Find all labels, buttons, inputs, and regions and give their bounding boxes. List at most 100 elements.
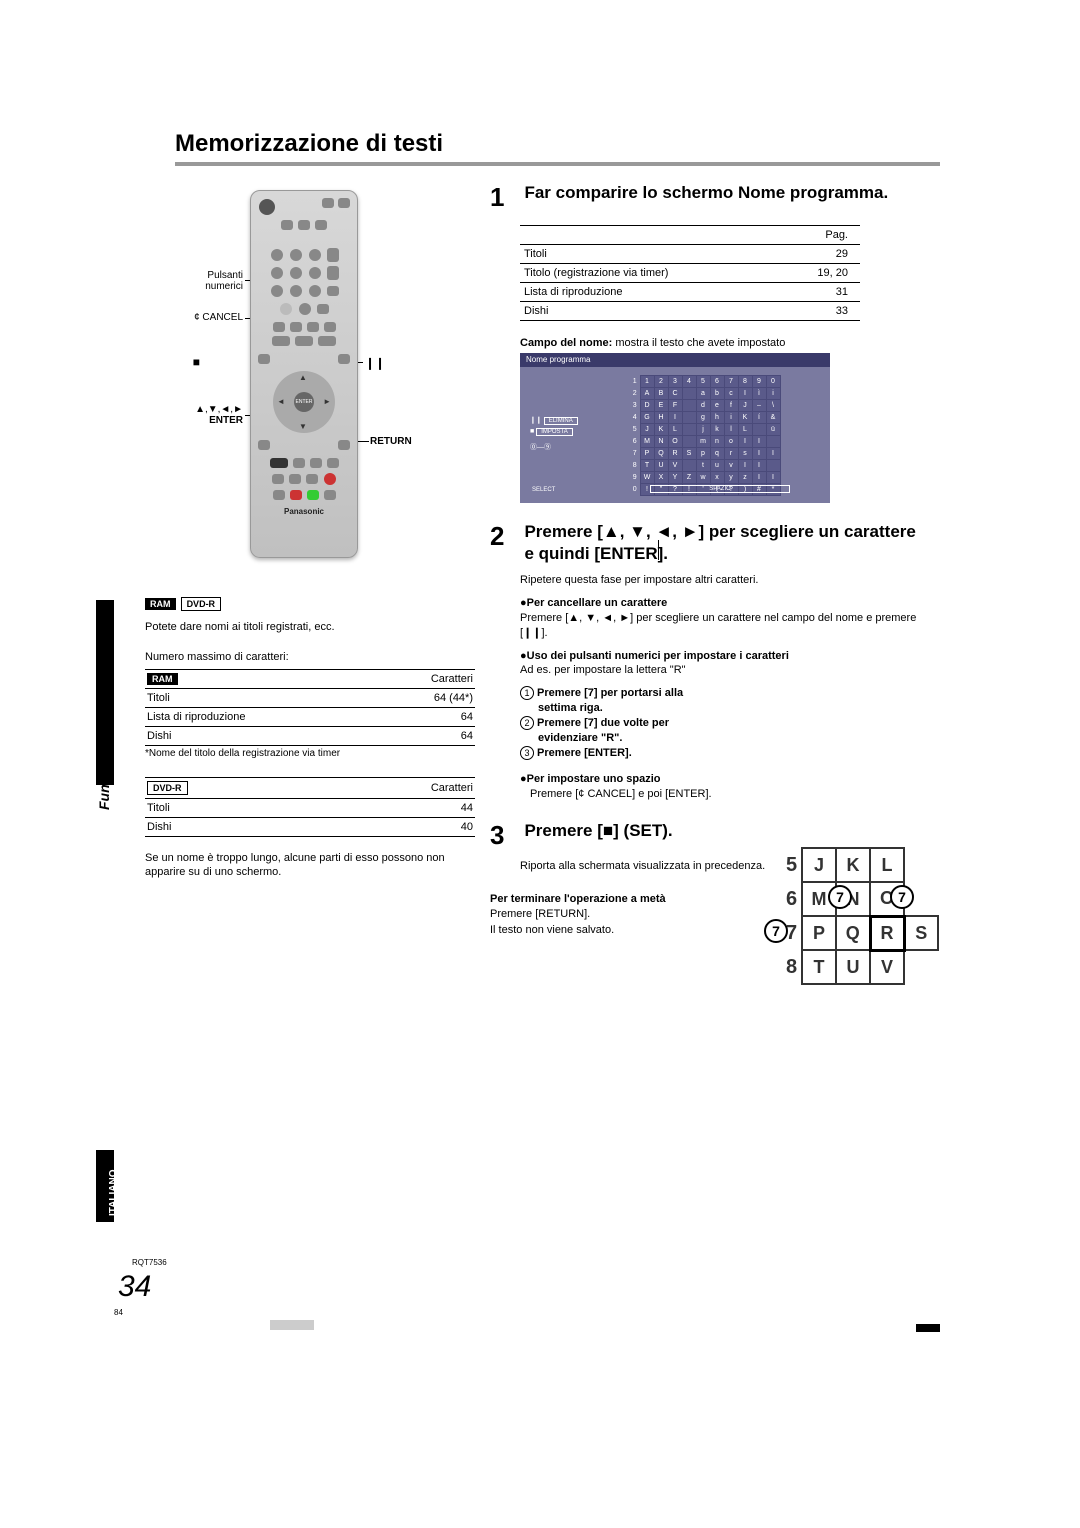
dvdr-table: DVD-RCaratteri Titoli44 Dishi40 (145, 777, 475, 837)
step-1-title: Far comparire lo schermo Nome programma. (524, 182, 924, 204)
ram-r2-v: 64 (372, 708, 475, 727)
badge-dvdr: DVD-R (181, 597, 222, 611)
pag-hdr: Pag. (780, 226, 860, 245)
label-cancel: ¢ CANCEL (148, 312, 243, 323)
num-9-icon (309, 285, 321, 297)
show-icon (327, 286, 339, 296)
ch-dn-icon (327, 266, 339, 280)
kp-V: V (870, 950, 904, 984)
kp-L: L (870, 848, 904, 882)
tv-button-icon (322, 198, 334, 208)
step-2-numeric: ●Uso dei pulsanti numerici per impostare… (520, 649, 940, 679)
aux-btn (298, 220, 310, 230)
audio-icon (324, 490, 336, 500)
dpad-icon: ▲ ▼ ◄ ► ENTER (273, 371, 335, 433)
step-1: 1 Far comparire lo schermo Nome programm… (490, 182, 940, 503)
osd-pointer (658, 540, 659, 560)
kp-5n: 5 (782, 848, 802, 882)
enter-button-icon: ENTER (294, 392, 314, 412)
pr-r1-v: 29 (780, 245, 860, 264)
label-pulsanti: Pulsanti numerici (148, 270, 243, 292)
timeslip-icon (327, 458, 339, 468)
cancel-button-icon (280, 303, 292, 315)
campo-bold: Campo del nome: (520, 337, 612, 349)
circled-7-b: 7 (890, 885, 914, 909)
label-stop-sym: ■ (148, 355, 200, 369)
power-button-icon (259, 199, 275, 215)
input-icon (317, 304, 329, 314)
osd-elimina: ELIMINA (544, 417, 578, 425)
play-button-icon (318, 336, 336, 346)
osd-imposta: IMPOSTA (536, 428, 573, 436)
ram-r3-v: 64 (372, 727, 475, 746)
rec-button-icon (324, 473, 336, 485)
label-enter-text: ENTER (209, 415, 243, 426)
footer-black-bar (916, 1324, 940, 1332)
extlink-icon (273, 490, 285, 500)
step-2-title: Premere [▲, ▼, ◄, ►] per scegliere un ca… (524, 521, 924, 565)
footer-gray-bar (270, 1320, 314, 1330)
label-pulsanti-1: Pulsanti (207, 270, 243, 281)
s2-step2a: Premere [7] due volte per (537, 717, 669, 729)
space-bold: ●Per impostare uno spazio (520, 772, 940, 787)
num-4-icon (271, 267, 283, 279)
page-ref-table: Pag. Titoli29 Titolo (registrazione via … (520, 225, 860, 321)
title-underline (175, 162, 940, 166)
s2-step1b: settima riga. (538, 702, 603, 714)
pause-button-icon (295, 336, 313, 346)
dvdr-r1-v: 44 (311, 799, 475, 818)
slow-back-icon (307, 322, 319, 332)
skip-back-icon (273, 322, 285, 332)
pr-r3-l: Lista di riproduzione (520, 283, 780, 302)
pr-r4-l: Dishi (520, 302, 780, 321)
page-title: Memorizzazione di testi (175, 130, 443, 158)
s2-step3: Premere [ENTER]. (537, 747, 632, 759)
submenu-icon (258, 440, 270, 450)
num-7-icon (271, 285, 283, 297)
ram-hdr: Caratteri (372, 670, 475, 689)
ram-r1-v: 64 (44*) (372, 689, 475, 708)
language-text: ITALIANO (108, 1170, 119, 1216)
guide-button-icon (338, 198, 350, 208)
kp-P: P (802, 916, 836, 950)
num-3-icon (309, 249, 321, 261)
osd-spazio: SPAZIO (650, 485, 790, 493)
long-name-note: Se un nome è troppo lungo, alcune parti … (145, 851, 475, 880)
pr-r4-v: 33 (780, 302, 860, 321)
label-return: RETURN (370, 436, 412, 447)
cancel-text: Premere [▲, ▼, ◄, ►] per scegliere un ca… (520, 611, 940, 641)
osd-select: SELECT (532, 487, 555, 493)
num-text: Ad es. per impostare la lettera "R" (520, 663, 940, 678)
label-return-text: RETURN (370, 436, 412, 447)
cancel-bold: ●Per cancellare un carattere (520, 596, 940, 611)
pr-r2-v: 19, 20 (780, 264, 860, 283)
kp-T: T (802, 950, 836, 984)
skip-fwd-icon (290, 322, 302, 332)
dvdr-hdr: Caratteri (311, 778, 475, 799)
label-pulsanti-2: numerici (205, 281, 243, 292)
recmode-icon (306, 474, 318, 484)
green-icon (307, 490, 319, 500)
badge-dvdr-tbl: DVD-R (147, 781, 188, 795)
pr-r1-l: Titoli (520, 245, 780, 264)
intro-text: Potete dare nomi ai titoli registrati, e… (145, 621, 475, 633)
display-icon (293, 458, 305, 468)
red-icon (290, 490, 302, 500)
ram-r1-l: Titoli (145, 689, 372, 708)
return-button-icon (338, 440, 350, 450)
ram-footnote: *Nome del titolo della registrazione via… (145, 748, 475, 759)
erase-icon (289, 474, 301, 484)
label-arrows: ▲,▼,◄,► ENTER (148, 404, 243, 426)
dvdr-r2-v: 40 (311, 818, 475, 837)
osd-screen: Nome programma 112345678902ABCabcIìi3DEF… (520, 353, 830, 503)
kp-S: S (904, 916, 938, 950)
progcheck-icon (270, 458, 288, 468)
slow-fwd-icon (324, 322, 336, 332)
num-1-icon (271, 249, 283, 261)
s2-step2b: evidenziare "R". (538, 732, 622, 744)
circled-7-a: 7 (828, 885, 852, 909)
remote-diagram: ▲ ▼ ◄ ► ENTER Panasonic (250, 190, 358, 558)
kp-8n: 8 (782, 950, 802, 984)
remote-brand: Panasonic (257, 507, 351, 516)
status-icon (310, 458, 322, 468)
